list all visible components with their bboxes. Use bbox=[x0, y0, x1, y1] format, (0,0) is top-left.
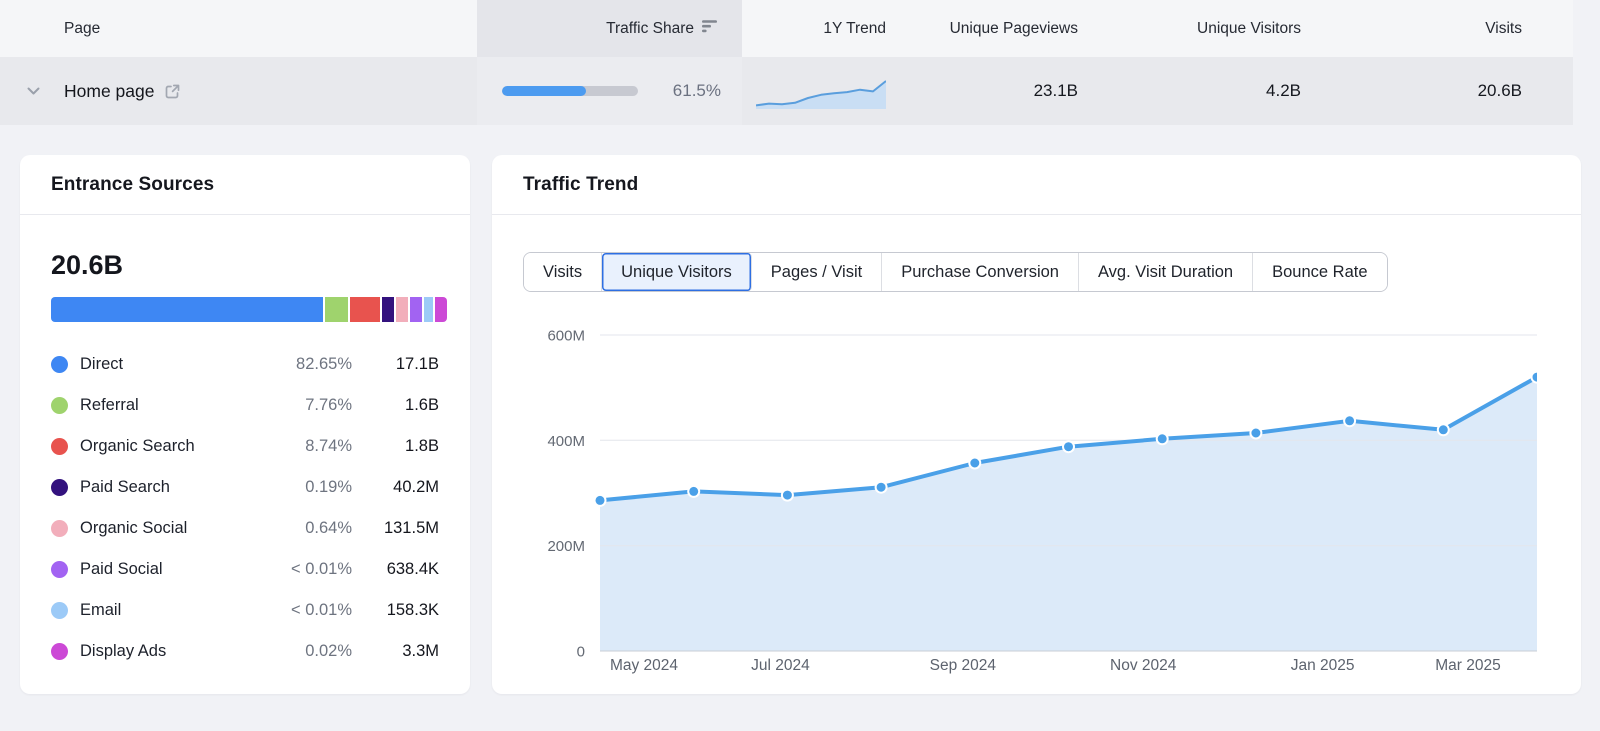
legend-percent: 0.02% bbox=[305, 642, 352, 660]
stacked-bar-segment bbox=[350, 297, 380, 322]
legend-percent: 8.74% bbox=[305, 437, 352, 455]
svg-text:Jul 2024: Jul 2024 bbox=[751, 657, 810, 674]
trend-tab-pages-visit[interactable]: Pages / Visit bbox=[751, 253, 883, 291]
traffic-trend-chart: 0 200M 400M 600M May 2024 Jul 2024 Sep 2024 Nov… bbox=[547, 328, 1544, 674]
entrance-sources-card: Entrance Sources 20.6B Direct 82.65% 17.1B… bbox=[20, 155, 470, 694]
legend-value: 40.2M bbox=[393, 478, 439, 496]
traffic-share-cell: 61.5% bbox=[477, 57, 742, 125]
legend-item: Referral 7.76% 1.6B bbox=[51, 385, 439, 426]
svg-text:Jan 2025: Jan 2025 bbox=[1291, 657, 1355, 674]
page-name: Home page bbox=[64, 80, 155, 101]
legend-color-dot bbox=[51, 561, 68, 578]
stacked-bar-segment bbox=[424, 297, 433, 322]
svg-text:Mar 2025: Mar 2025 bbox=[1435, 657, 1500, 674]
legend-color-dot bbox=[51, 438, 68, 455]
legend-label: Display Ads bbox=[80, 642, 167, 660]
entrance-sources-title: Entrance Sources bbox=[51, 173, 215, 195]
legend-value: 638.4K bbox=[386, 560, 439, 578]
legend-item: Direct 82.65% 17.1B bbox=[51, 344, 439, 385]
column-header-traffic-share[interactable]: Traffic Share bbox=[477, 0, 742, 57]
column-header-unique-visitors[interactable]: Unique Visitors bbox=[1197, 19, 1301, 37]
legend-label: Email bbox=[80, 601, 122, 619]
column-header-page[interactable]: Page bbox=[64, 19, 101, 37]
legend-percent: 7.76% bbox=[305, 396, 352, 414]
svg-text:Sep 2024: Sep 2024 bbox=[930, 657, 997, 674]
legend-label: Direct bbox=[80, 355, 124, 373]
entrance-sources-total: 20.6B bbox=[51, 250, 124, 280]
stacked-bar-segment bbox=[51, 297, 323, 322]
entrance-sources-legend: Direct 82.65% 17.1B Referral 7.76% 1.6B Organi… bbox=[51, 344, 439, 672]
svg-text:Nov 2024: Nov 2024 bbox=[1110, 657, 1177, 674]
stacked-bar-segment bbox=[325, 297, 348, 322]
svg-text:400M: 400M bbox=[547, 433, 585, 450]
unique-pageviews-value: 23.1B bbox=[1033, 81, 1078, 100]
legend-value: 158.3K bbox=[386, 601, 439, 619]
column-header-traffic-share-label: Traffic Share bbox=[606, 19, 694, 37]
stacked-bar-segment bbox=[410, 297, 422, 322]
stacked-bar-segment bbox=[435, 297, 447, 322]
legend-percent: 0.19% bbox=[305, 478, 352, 496]
legend-item: Display Ads 0.02% 3.3M bbox=[51, 631, 439, 672]
legend-color-dot bbox=[51, 356, 68, 373]
trend-tab-purchase-conversion[interactable]: Purchase Conversion bbox=[882, 253, 1079, 291]
legend-label: Referral bbox=[80, 396, 139, 414]
traffic-share-bar bbox=[502, 86, 638, 96]
traffic-trend-tabs: Visits Unique Visitors Pages / Visit Purcha… bbox=[523, 252, 1388, 292]
legend-color-dot bbox=[51, 397, 68, 414]
column-header-visits[interactable]: Visits bbox=[1485, 19, 1522, 37]
stacked-bar-segment bbox=[382, 297, 394, 322]
svg-text:200M: 200M bbox=[547, 538, 585, 555]
legend-color-dot bbox=[51, 643, 68, 660]
table-row[interactable]: Home page 61.5% 23.1B 4.2B 20.6B bbox=[0, 57, 1573, 125]
external-link-icon[interactable] bbox=[164, 83, 181, 100]
page-cell: Home page bbox=[0, 81, 477, 102]
trend-tab-visits[interactable]: Visits bbox=[524, 253, 603, 291]
column-header-1y-trend[interactable]: 1Y Trend bbox=[823, 19, 886, 37]
legend-item: Paid Social < 0.01% 638.4K bbox=[51, 549, 439, 590]
trend-tab-avg-visit-duration[interactable]: Avg. Visit Duration bbox=[1078, 253, 1254, 291]
trend-tab-unique-visitors[interactable]: Unique Visitors bbox=[602, 253, 752, 291]
svg-text:600M: 600M bbox=[547, 328, 585, 345]
legend-color-dot bbox=[51, 602, 68, 619]
legend-item: Organic Social 0.64% 131.5M bbox=[51, 508, 439, 549]
traffic-trend-card: Traffic Trend Visits Unique Visitors Pages… bbox=[492, 155, 1581, 694]
legend-value: 131.5M bbox=[383, 519, 439, 537]
entrance-sources-stacked-bar bbox=[51, 297, 447, 322]
legend-label: Paid Social bbox=[80, 560, 163, 578]
legend-color-dot bbox=[51, 479, 68, 496]
legend-label: Organic Search bbox=[80, 437, 195, 455]
svg-text:May 2024: May 2024 bbox=[610, 657, 678, 674]
legend-item: Email < 0.01% 158.3K bbox=[51, 590, 439, 631]
trend-cell bbox=[742, 73, 886, 109]
pages-table: Page Traffic Share 1Y Trend Unique Pagev… bbox=[0, 0, 1573, 125]
legend-percent: < 0.01% bbox=[290, 560, 352, 578]
legend-value: 17.1B bbox=[395, 355, 439, 373]
1y-trend-sparkline bbox=[756, 80, 886, 109]
cards-row: Entrance Sources 20.6B Direct 82.65% 17.1B… bbox=[0, 125, 1600, 694]
traffic-share-bar-fill bbox=[502, 86, 586, 96]
traffic-trend-title: Traffic Trend bbox=[523, 173, 639, 195]
legend-label: Organic Social bbox=[80, 519, 188, 537]
legend-color-dot bbox=[51, 520, 68, 537]
legend-label: Paid Search bbox=[80, 478, 170, 496]
unique-visitors-value: 4.2B bbox=[1266, 81, 1301, 100]
chevron-down-icon[interactable] bbox=[27, 87, 40, 96]
visits-value: 20.6B bbox=[1477, 81, 1522, 100]
traffic-share-percent: 61.5% bbox=[672, 81, 721, 100]
legend-percent: 0.64% bbox=[305, 519, 352, 537]
legend-value: 1.6B bbox=[405, 396, 439, 414]
legend-percent: 82.65% bbox=[296, 355, 352, 373]
legend-value: 3.3M bbox=[402, 642, 439, 660]
sort-descending-icon bbox=[702, 19, 720, 38]
stacked-bar-segment bbox=[396, 297, 408, 322]
column-header-unique-pageviews[interactable]: Unique Pageviews bbox=[949, 19, 1078, 37]
table-header: Page Traffic Share 1Y Trend Unique Pagev… bbox=[0, 0, 1573, 57]
legend-item: Organic Search 8.74% 1.8B bbox=[51, 426, 439, 467]
legend-value: 1.8B bbox=[405, 437, 439, 455]
legend-item: Paid Search 0.19% 40.2M bbox=[51, 467, 439, 508]
svg-text:0: 0 bbox=[577, 644, 585, 661]
trend-tab-bounce-rate[interactable]: Bounce Rate bbox=[1253, 253, 1387, 291]
legend-percent: < 0.01% bbox=[290, 601, 352, 619]
